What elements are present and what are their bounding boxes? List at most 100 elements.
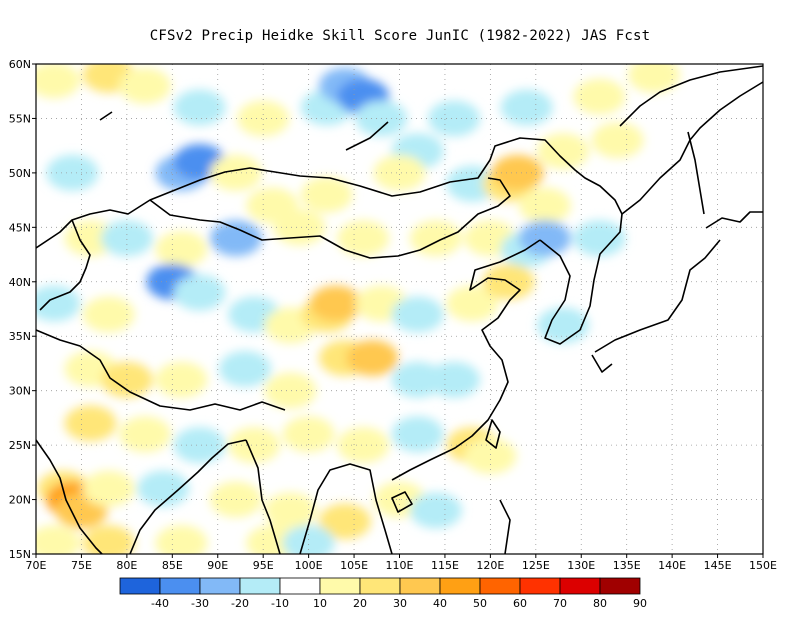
colorbar-label: 40 — [433, 597, 447, 610]
skill-patch — [36, 525, 81, 554]
colorbar-swatch — [559, 577, 601, 595]
colorbar-swatch — [159, 577, 201, 595]
skill-patch — [373, 154, 426, 191]
colorbar: -40 -30 -20 -10 10 20 30 40 50 60 70 80 90 — [119, 577, 647, 610]
lat-tick-label: 15N — [9, 548, 31, 561]
colorbar-swatch — [599, 577, 641, 595]
skill-patch — [36, 64, 81, 99]
axis-ticks: 70E 75E 80E 85E 90E 95E 100E 105E 110E 115E 120E 12… — [9, 58, 777, 572]
skill-patch — [346, 340, 399, 376]
skill-patch — [409, 220, 462, 257]
skill-patch — [391, 296, 444, 333]
india-east-coast — [129, 439, 247, 554]
skill-patch — [464, 438, 517, 474]
skill-patch — [173, 427, 226, 464]
colorbar-swatch — [399, 577, 441, 595]
colorbar-swatch — [519, 577, 561, 595]
colorbar-label: -20 — [231, 597, 249, 610]
colorbar-swatch — [439, 577, 481, 595]
myanmar-coast — [245, 439, 281, 554]
lake-balkhash — [99, 111, 113, 121]
lon-tick-label: 80E — [116, 559, 137, 572]
lat-tick-label: 55N — [9, 112, 31, 125]
colorbar-swatch — [199, 577, 241, 595]
colorbar-label: 70 — [553, 597, 567, 610]
lat-tick-label: 40N — [9, 276, 31, 289]
sakhalin-island — [687, 131, 705, 215]
map-title: CFSv2 Precip Heidke Skill Score JunIC (1… — [149, 28, 651, 44]
skill-patch — [391, 416, 444, 453]
lon-tick-label: 95E — [253, 559, 274, 572]
skill-patch — [391, 361, 444, 398]
lat-tick-label: 20N — [9, 494, 31, 507]
lon-tick-label: 120E — [476, 559, 504, 572]
skill-patch — [446, 285, 499, 322]
skill-patch — [264, 492, 317, 529]
skill-patch — [155, 231, 208, 268]
skill-patch — [627, 64, 680, 93]
skill-patch — [137, 470, 190, 507]
skill-patch — [119, 67, 172, 104]
skill-patch — [36, 285, 81, 322]
lat-tick-label: 35N — [9, 330, 31, 343]
lon-tick-label: 110E — [386, 559, 414, 572]
skill-patch — [428, 361, 481, 398]
skill-patch — [309, 285, 362, 322]
lon-tick-label: 85E — [162, 559, 183, 572]
indochina-coast — [299, 463, 393, 554]
lon-tick-label: 90E — [207, 559, 228, 572]
skill-patch — [264, 372, 317, 409]
lon-tick-label: 100E — [295, 559, 323, 572]
lat-tick-label: 45N — [9, 221, 31, 234]
skill-patch — [518, 187, 571, 224]
skill-patch — [573, 78, 626, 115]
colorbar-label: 20 — [353, 597, 367, 610]
colorbar-swatch — [239, 577, 281, 595]
skill-patch — [173, 274, 226, 311]
skill-patch — [428, 100, 481, 137]
lat-tick-label: 50N — [9, 167, 31, 180]
western-border — [39, 219, 91, 311]
okhotsk-coast — [619, 65, 763, 127]
skill-patch — [209, 220, 262, 257]
skill-patch — [518, 220, 571, 257]
colorbar-swatch — [279, 577, 321, 595]
skill-patch — [209, 481, 262, 518]
skill-shading — [36, 64, 680, 554]
japan-honshu — [594, 239, 721, 353]
colorbar-swatch — [319, 577, 361, 595]
colorbar-label: -30 — [191, 597, 209, 610]
coastlines — [36, 65, 763, 554]
colorbar-label: -10 — [271, 597, 289, 610]
skill-patch — [155, 525, 208, 554]
lat-tick-label: 25N — [9, 439, 31, 452]
skill-patch — [219, 350, 272, 387]
skill-patch — [537, 133, 590, 170]
gridlines — [36, 64, 763, 554]
skill-patch — [173, 89, 226, 126]
colorbar-label: 30 — [393, 597, 407, 610]
japan-hokkaido — [705, 211, 763, 229]
japan-kyushu — [591, 354, 613, 373]
skill-patch — [64, 405, 117, 442]
skill-patch — [318, 503, 371, 540]
lon-tick-label: 125E — [522, 559, 550, 572]
colorbar-label: 50 — [473, 597, 487, 610]
taiwan-island — [485, 419, 501, 449]
colorbar-swatch — [479, 577, 521, 595]
colorbar-label: -40 — [151, 597, 169, 610]
skill-patch — [228, 427, 281, 464]
lon-tick-label: 145E — [704, 559, 732, 572]
lon-tick-label: 150E — [749, 559, 777, 572]
skill-patch — [64, 220, 117, 257]
skill-patch — [500, 89, 553, 126]
skill-patch — [446, 165, 499, 202]
colorbar-label: 90 — [633, 597, 647, 610]
skill-patch — [337, 220, 390, 257]
lat-tick-label: 30N — [9, 385, 31, 398]
lon-tick-label: 70E — [26, 559, 47, 572]
skill-patch — [100, 220, 153, 257]
lon-tick-label: 115E — [431, 559, 459, 572]
lon-tick-label: 105E — [340, 559, 368, 572]
